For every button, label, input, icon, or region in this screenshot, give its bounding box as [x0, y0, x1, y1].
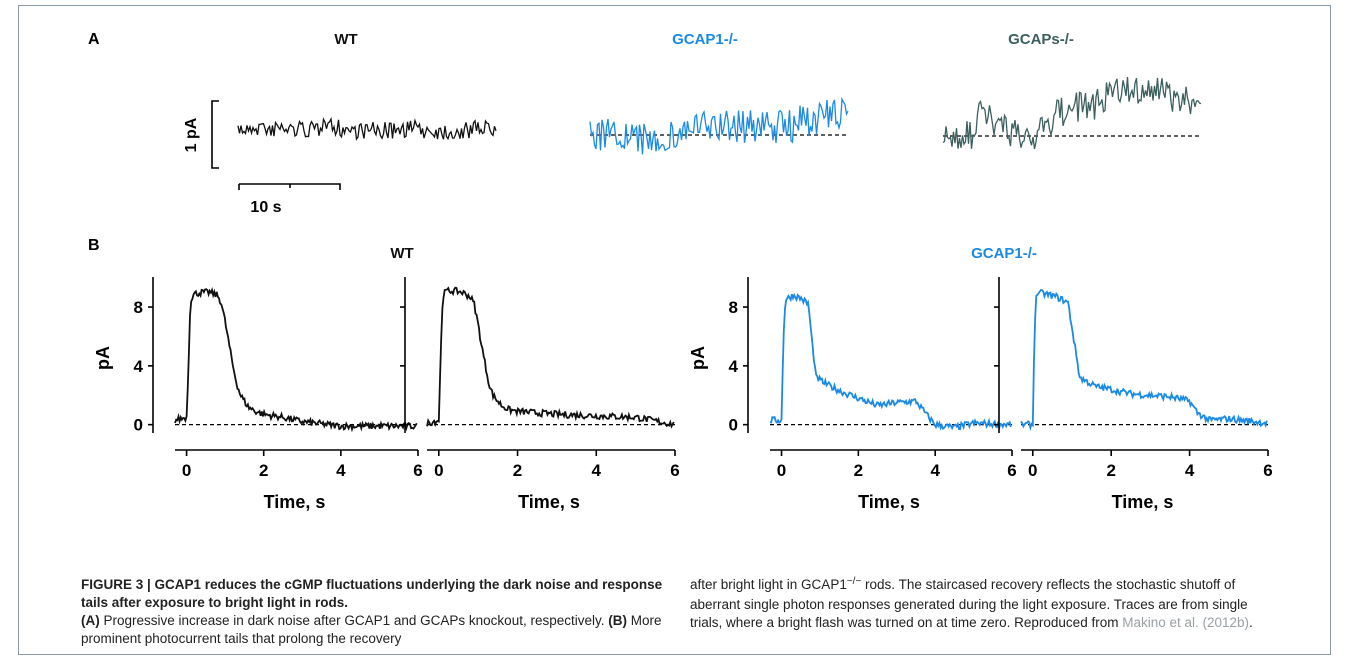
scale-bar-vertical — [211, 100, 219, 169]
panel-a-label: A — [88, 31, 100, 48]
scale-bar-vertical-label: 1 pA — [183, 117, 200, 152]
x-tick-label: 2 — [854, 461, 863, 480]
scale-bar-horizontal — [238, 183, 341, 190]
y-axis-label: pA — [688, 346, 708, 370]
panel-a-title: WT — [334, 31, 357, 48]
x-tick-label: 6 — [1263, 461, 1272, 480]
y-tick-label: 4 — [134, 357, 144, 376]
photocurrent-trace — [174, 287, 418, 433]
panel-a-title: GCAP1-/- — [672, 31, 738, 48]
photocurrent-trace — [426, 286, 675, 429]
photocurrent-trace — [769, 292, 1012, 432]
photocurrent-trace — [1020, 289, 1268, 432]
caption-a-text: Progressive increase in dark noise after… — [99, 613, 609, 628]
gcap1-noise-trace — [589, 96, 849, 155]
wt-noise-trace — [237, 116, 497, 141]
x-tick-label: 0 — [1028, 461, 1037, 480]
y-tick-label: 8 — [134, 298, 143, 317]
caption-b-label: (B) — [608, 613, 627, 628]
x-tick-label: 2 — [259, 461, 268, 480]
scale-bar-horizontal-label: 10 s — [250, 199, 281, 216]
panel-b-label: B — [88, 237, 100, 254]
x-axis-label: Time, s — [264, 492, 326, 512]
y-axis-label: pA — [93, 346, 113, 370]
caption-reference-link[interactable]: Makino et al. (2012b) — [1122, 615, 1250, 630]
x-axis-label: Time, s — [858, 492, 920, 512]
x-tick-label: 6 — [1007, 461, 1016, 480]
x-tick-label: 6 — [413, 461, 422, 480]
y-tick-label: 4 — [729, 357, 739, 376]
y-tick-label: 0 — [729, 416, 738, 435]
x-tick-label: 6 — [670, 461, 679, 480]
panel-b-title-gcap1: GCAP1-/- — [971, 245, 1037, 262]
x-tick-label: 4 — [930, 461, 940, 480]
caption-title: FIGURE 3 | GCAP1 reduces the cGMP fluctu… — [81, 577, 663, 610]
x-tick-label: 2 — [513, 461, 522, 480]
caption-right-end: . — [1249, 615, 1253, 630]
x-axis-label: Time, s — [1112, 492, 1174, 512]
y-tick-label: 0 — [134, 416, 143, 435]
x-tick-label: 4 — [336, 461, 346, 480]
caption-b-text: More prominent photocurrent tails that p… — [81, 613, 662, 646]
panel-b-title-wt: WT — [390, 245, 413, 262]
panel-a-title: GCAPs-/- — [1008, 31, 1074, 48]
caption-right: after bright light in GCAP1−/− rods. The… — [690, 576, 1280, 632]
x-tick-label: 4 — [1185, 461, 1195, 480]
y-tick-label: 8 — [729, 298, 738, 317]
caption-right-sup: −/− — [846, 576, 862, 587]
x-axis-label: Time, s — [518, 492, 580, 512]
x-tick-label: 0 — [434, 461, 443, 480]
x-tick-label: 0 — [182, 461, 191, 480]
x-tick-label: 4 — [592, 461, 602, 480]
caption-a-label: (A) — [81, 613, 100, 628]
caption-left: FIGURE 3 | GCAP1 reduces the cGMP fluctu… — [81, 576, 671, 648]
figure-frame — [18, 5, 1331, 655]
caption-right-1: after bright light in GCAP1 — [690, 577, 847, 592]
caption-right-2: rods. The staircased recovery reflects t… — [690, 577, 1248, 630]
x-tick-label: 0 — [777, 461, 786, 480]
gcaps-noise-trace — [942, 77, 1202, 150]
x-tick-label: 2 — [1106, 461, 1115, 480]
